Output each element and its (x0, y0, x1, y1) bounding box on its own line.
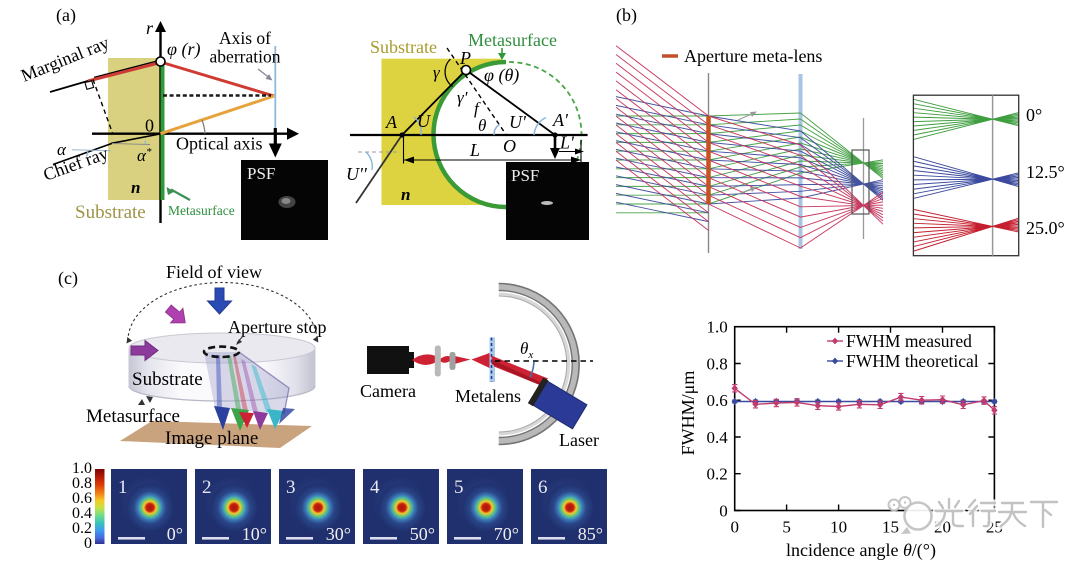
svg-text:2: 2 (202, 477, 212, 498)
svg-text:25.0°: 25.0° (1026, 218, 1065, 238)
svg-text:lncidence angle θ/(°): lncidence angle θ/(°) (786, 540, 936, 561)
svg-text:θx: θx (520, 339, 533, 361)
svg-text:1.0: 1.0 (72, 460, 92, 477)
svg-text:5: 5 (782, 518, 791, 537)
svg-text:Field of view: Field of view (166, 262, 262, 282)
svg-text:30°: 30° (326, 524, 351, 544)
svg-text:U'': U'' (346, 164, 368, 184)
svg-text:10: 10 (830, 518, 847, 537)
svg-text:L': L' (559, 133, 575, 153)
svg-text:Optical axis: Optical axis (176, 134, 262, 154)
svg-text:6: 6 (538, 477, 548, 498)
svg-text:5: 5 (454, 477, 464, 498)
svg-text:0: 0 (719, 502, 728, 521)
svg-text:f: f (474, 99, 481, 118)
svg-text:70°: 70° (494, 524, 519, 544)
svg-text:O: O (503, 136, 516, 156)
svg-text:U': U' (509, 112, 527, 132)
svg-text:PSF: PSF (247, 164, 275, 183)
svg-text:FWHM theoretical: FWHM theoretical (846, 351, 979, 371)
svg-text:Aperture meta-lens: Aperture meta-lens (684, 46, 822, 66)
svg-text:0: 0 (84, 535, 92, 552)
svg-text:A: A (385, 112, 398, 132)
svg-text:0.6: 0.6 (706, 391, 727, 410)
svg-text:L: L (469, 140, 480, 160)
svg-text:0.8: 0.8 (706, 355, 727, 374)
svg-text:12.5°: 12.5° (1026, 162, 1065, 182)
svg-text:(b): (b) (616, 5, 637, 26)
svg-text:n: n (401, 185, 410, 204)
svg-text:0: 0 (145, 116, 154, 136)
svg-text:1: 1 (118, 477, 128, 498)
svg-text:γ': γ' (457, 88, 468, 107)
svg-text:0.4: 0.4 (706, 428, 728, 447)
svg-text:Axis of: Axis of (219, 28, 271, 48)
svg-text:0.8: 0.8 (72, 475, 92, 492)
svg-text:U: U (417, 111, 431, 131)
svg-text:1.0: 1.0 (706, 318, 727, 337)
svg-text:0°: 0° (167, 524, 183, 544)
svg-text:aberration: aberration (210, 47, 281, 67)
svg-text:Laser: Laser (559, 430, 599, 450)
svg-text:0.2: 0.2 (706, 465, 727, 484)
svg-text:Image plane: Image plane (165, 428, 258, 449)
svg-text:γ: γ (433, 63, 441, 82)
svg-text:n: n (131, 178, 140, 197)
svg-text:FWHM measured: FWHM measured (846, 331, 972, 351)
svg-text:3: 3 (286, 477, 296, 498)
svg-text:0.4: 0.4 (72, 505, 92, 522)
svg-text:Chief ray: Chief ray (41, 143, 111, 185)
svg-text:0.2: 0.2 (72, 520, 92, 537)
svg-text:φ (r): φ (r) (167, 39, 200, 60)
svg-text:Metasurface: Metasurface (168, 203, 235, 218)
svg-text:Substrate: Substrate (132, 369, 203, 390)
svg-text:Substrate: Substrate (75, 202, 146, 223)
svg-text:Aperture stop: Aperture stop (228, 317, 326, 337)
svg-text:Metasurface: Metasurface (468, 30, 557, 50)
svg-text:0°: 0° (1026, 105, 1042, 125)
svg-text:Metasurface: Metasurface (86, 406, 180, 427)
svg-text:φ (θ): φ (θ) (484, 65, 519, 86)
svg-text:P: P (459, 48, 471, 68)
svg-text:15: 15 (882, 518, 899, 537)
svg-text:A': A' (552, 110, 569, 130)
svg-text:α: α (57, 140, 67, 159)
svg-text:Camera: Camera (360, 381, 416, 401)
svg-text:0.6: 0.6 (72, 490, 92, 507)
svg-text:4: 4 (370, 477, 380, 498)
svg-text:10°: 10° (242, 524, 267, 544)
svg-text:PSF: PSF (511, 166, 539, 185)
svg-text:(c): (c) (58, 268, 78, 289)
svg-text:Substrate: Substrate (370, 37, 437, 57)
svg-text:θ: θ (478, 116, 486, 135)
svg-text:FWHM/μm: FWHM/μm (678, 371, 698, 456)
svg-text:0: 0 (730, 518, 739, 537)
svg-text:50°: 50° (410, 524, 435, 544)
svg-text:r: r (146, 18, 154, 38)
svg-text:(a): (a) (56, 5, 76, 26)
svg-text:Metalens: Metalens (455, 386, 521, 406)
svg-text:85°: 85° (578, 524, 603, 544)
